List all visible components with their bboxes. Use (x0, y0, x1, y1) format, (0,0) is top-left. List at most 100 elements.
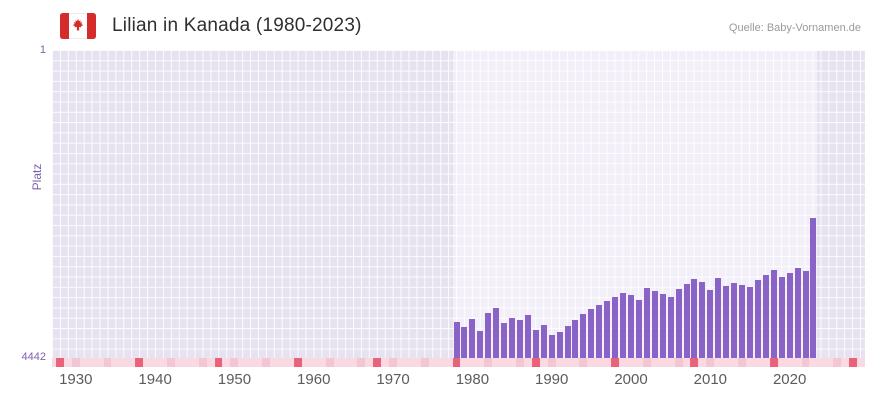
bar-2007[interactable] (683, 284, 690, 358)
strip-cell-1977 (444, 358, 453, 367)
strip-cell-1930 (71, 358, 80, 367)
bar-1987[interactable] (524, 314, 531, 358)
strip-cell-1961 (317, 358, 326, 367)
strip-cell-2024 (817, 358, 826, 367)
strip-cell-1989 (539, 358, 548, 367)
strip-cell-2015 (746, 358, 754, 367)
strip-cell-1928 (55, 358, 64, 367)
bar-2004[interactable] (659, 294, 666, 358)
x-axis-tick-labels: 1930 1940 1950 1960 1970 1980 1990 2000 2010 2020 (52, 371, 865, 391)
bar-2015[interactable] (746, 287, 753, 358)
strip-cell-1971 (397, 358, 405, 367)
bar-2000[interactable] (628, 294, 634, 358)
bar-2022[interactable] (802, 271, 809, 358)
bar-2002[interactable] (643, 287, 650, 358)
bar-2009[interactable] (699, 282, 706, 358)
strip-cell-1939 (143, 358, 152, 367)
source-attribution: Quelle: Baby-Vornamen.de (728, 22, 861, 34)
bar-2018[interactable] (770, 269, 777, 358)
strip-cell-1972 (404, 358, 413, 367)
bar-2003[interactable] (651, 290, 658, 358)
strip-cell-1960 (309, 358, 318, 367)
strip-cell-1992 (563, 358, 572, 367)
x-tick-label-1960: 1960 (297, 371, 331, 388)
strip-cell-1948 (214, 358, 223, 367)
bar-2017[interactable] (762, 274, 769, 358)
bar-2012[interactable] (723, 285, 730, 358)
strip-cell-1970 (389, 358, 398, 367)
x-tick-label-1980: 1980 (455, 371, 490, 388)
strip-cell-2007 (682, 358, 691, 367)
strip-cell-2021 (793, 358, 802, 367)
bar-1984[interactable] (501, 323, 508, 358)
bar-1995[interactable] (588, 309, 595, 358)
y-axis-max-label: 1 (39, 44, 46, 56)
bar-2020[interactable] (786, 273, 793, 358)
strip-cell-2011 (714, 358, 723, 367)
bar-2008[interactable] (691, 278, 698, 358)
strip-cell-1994 (579, 358, 588, 367)
strip-cell-1953 (254, 358, 263, 367)
x-tick-label-2010: 2010 (693, 371, 728, 388)
strip-cell-1983 (492, 358, 501, 367)
strip-cell-2019 (777, 358, 786, 367)
bar-1992[interactable] (564, 325, 571, 358)
bar-1983[interactable] (493, 307, 500, 358)
x-tick-label-1930: 1930 (59, 371, 93, 388)
strip-cell-1993 (571, 358, 580, 367)
bar-1986[interactable] (516, 320, 523, 358)
bar-2016[interactable] (754, 279, 761, 358)
x-tick-label-1990: 1990 (535, 371, 569, 388)
strip-cell-1946 (198, 358, 207, 367)
bar-1982[interactable] (485, 312, 492, 358)
bar-1979[interactable] (461, 326, 468, 358)
bar-2014[interactable] (739, 285, 746, 358)
bar-1996[interactable] (596, 305, 603, 358)
x-tick-label-2020: 2020 (772, 371, 807, 388)
strip-cell-1981 (476, 358, 485, 367)
strip-cell-1987 (523, 358, 532, 367)
bar-1991[interactable] (556, 331, 563, 358)
y-axis-title: Platz (30, 163, 44, 191)
bar-1997[interactable] (604, 301, 611, 358)
bar-1978[interactable] (453, 321, 460, 358)
bar-1980[interactable] (469, 319, 476, 358)
bar-1989[interactable] (540, 324, 547, 358)
strip-cell-2001 (634, 358, 643, 367)
bar-2023[interactable] (810, 218, 817, 358)
strip-cell-1937 (127, 358, 136, 367)
bar-1998[interactable] (612, 296, 619, 358)
strip-cell-2026 (833, 358, 842, 367)
bar-2019[interactable] (778, 277, 785, 358)
bar-1988[interactable] (532, 330, 539, 358)
bar-2006[interactable] (675, 288, 682, 358)
bar-2001[interactable] (635, 300, 642, 358)
strip-cell-1941 (159, 358, 167, 367)
bar-1990[interactable] (548, 334, 555, 358)
bar-1985[interactable] (509, 318, 516, 358)
strip-cell-2002 (642, 358, 651, 367)
strip-cell-1965 (349, 358, 358, 367)
bar-1994[interactable] (580, 314, 587, 358)
strip-cell-1931 (79, 358, 88, 367)
bar-1999[interactable] (620, 292, 627, 358)
strip-cell-1976 (436, 358, 445, 367)
strip-cell-1974 (420, 358, 429, 367)
strip-cell-2018 (769, 358, 778, 367)
strip-cell-1980 (468, 358, 477, 367)
strip-cell-1956 (278, 358, 286, 367)
bar-2013[interactable] (731, 282, 738, 358)
bar-2005[interactable] (667, 296, 674, 358)
bar-2011[interactable] (715, 278, 722, 358)
strip-cell-1936 (119, 358, 128, 367)
bar-1993[interactable] (572, 319, 579, 358)
strip-cell-2028 (849, 358, 858, 367)
bar-2010[interactable] (707, 289, 714, 358)
bar-1981[interactable] (477, 330, 484, 358)
strip-cell-2023 (809, 358, 818, 367)
bar-2021[interactable] (794, 268, 801, 358)
strip-cell-1951 (238, 358, 247, 367)
strip-cell-1999 (619, 358, 628, 367)
strip-cell-1947 (206, 358, 215, 367)
